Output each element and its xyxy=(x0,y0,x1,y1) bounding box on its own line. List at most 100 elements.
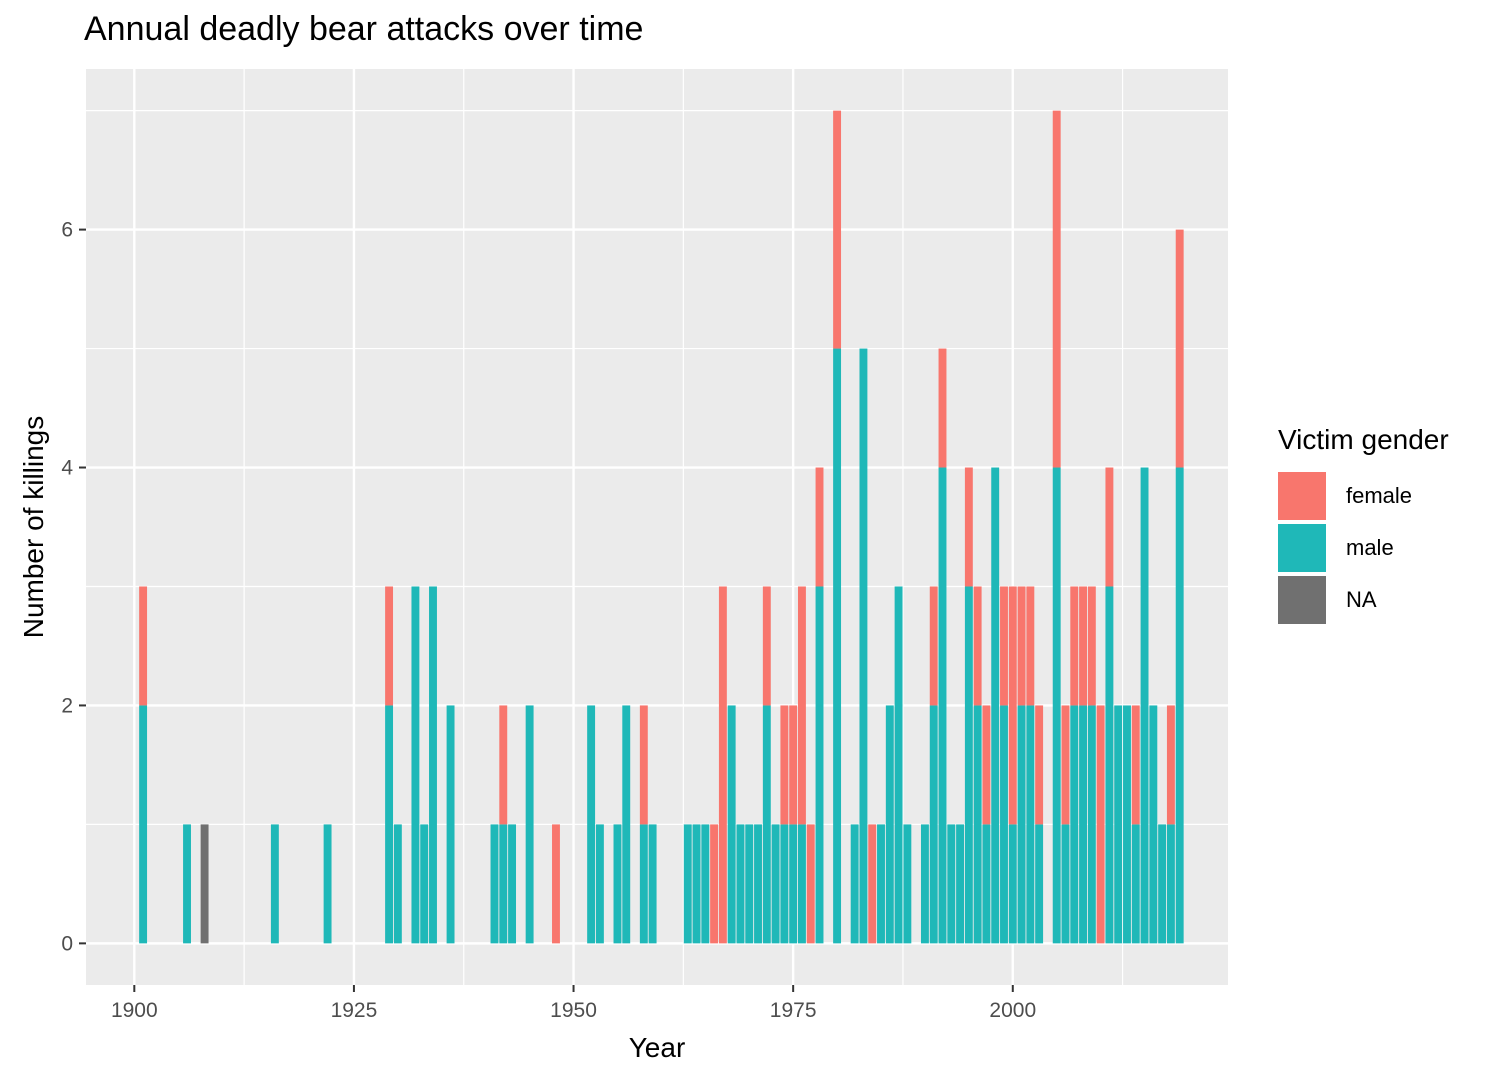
x-tick-label: 1950 xyxy=(550,999,597,1022)
bar-male-1945 xyxy=(525,705,534,944)
bar-male-1932 xyxy=(411,586,420,944)
bar-male-2014 xyxy=(1131,824,1140,944)
bar-male-1995 xyxy=(964,586,973,944)
bar-female-2002 xyxy=(1026,586,1035,706)
bar-female-1995 xyxy=(964,467,973,587)
legend-label-na: NA xyxy=(1346,587,1377,612)
bar-male-2017 xyxy=(1158,824,1167,944)
bar-male-1996 xyxy=(973,705,982,944)
bar-male-1982 xyxy=(850,824,859,944)
x-tick-label: 1975 xyxy=(770,999,817,1022)
bar-male-1963 xyxy=(683,824,692,944)
bar-female-1977 xyxy=(806,824,815,944)
bar-male-1991 xyxy=(929,705,938,944)
bar-female-2006 xyxy=(1061,705,1070,825)
legend-key-female xyxy=(1278,472,1326,520)
bar-female-2014 xyxy=(1131,705,1140,825)
y-tick-label: 6 xyxy=(61,219,73,242)
bar-female-2019 xyxy=(1175,229,1184,468)
bar-female-1942 xyxy=(499,705,508,825)
legend-item-na: NA xyxy=(1278,574,1449,626)
bar-female-2007 xyxy=(1070,586,1079,706)
bar-male-1978 xyxy=(815,586,824,944)
bar-female-2003 xyxy=(1035,705,1044,825)
bar-female-2001 xyxy=(1017,586,1026,706)
bar-male-1959 xyxy=(648,824,657,944)
bar-female-1958 xyxy=(639,705,648,825)
bar-male-1929 xyxy=(385,705,394,944)
bar-male-1952 xyxy=(587,705,596,944)
bar-female-1901 xyxy=(139,586,148,706)
bar-female-2008 xyxy=(1079,586,1088,706)
bar-female-1929 xyxy=(385,586,394,706)
bar-female-1992 xyxy=(938,348,947,468)
bar-male-1980 xyxy=(833,348,842,944)
y-tick-label: 2 xyxy=(61,694,73,717)
legend-key-male xyxy=(1278,524,1326,572)
bar-female-1974 xyxy=(780,705,789,825)
y-tick-label: 0 xyxy=(61,932,73,955)
bar-male-2009 xyxy=(1087,705,1096,944)
bar-male-1955 xyxy=(613,824,622,944)
bar-male-1953 xyxy=(595,824,604,944)
bar-male-1987 xyxy=(894,586,903,944)
bar-male-1976 xyxy=(797,824,806,944)
legend: Victim gender female male NA xyxy=(1278,424,1449,626)
bar-male-1941 xyxy=(490,824,499,944)
x-tick-label: 2000 xyxy=(989,999,1036,1022)
bar-male-1994 xyxy=(956,824,965,944)
bar-female-1997 xyxy=(982,705,991,825)
bar-male-2001 xyxy=(1017,705,1026,944)
bar-male-1974 xyxy=(780,824,789,944)
bar-male-2011 xyxy=(1105,586,1114,944)
bar-female-2018 xyxy=(1166,705,1175,825)
bar-male-1922 xyxy=(323,824,332,944)
legend-item-female: female xyxy=(1278,470,1449,522)
bar-male-1972 xyxy=(762,705,771,944)
x-tick-label: 1900 xyxy=(111,999,158,1022)
legend-title: Victim gender xyxy=(1278,424,1449,455)
bars-group xyxy=(139,110,1184,944)
bar-male-1958 xyxy=(639,824,648,944)
bar-male-1933 xyxy=(420,824,429,944)
bar-male-2003 xyxy=(1035,824,1044,944)
bar-male-1906 xyxy=(183,824,191,944)
x-axis-title: Year xyxy=(629,1032,686,1063)
bar-male-1970 xyxy=(745,824,754,944)
bar-male-2016 xyxy=(1149,705,1158,944)
bar-female-1972 xyxy=(762,586,771,706)
bar-male-1956 xyxy=(622,705,631,944)
bar-female-1984 xyxy=(868,824,877,944)
bar-male-2019 xyxy=(1175,467,1184,944)
y-axis-title: Number of killings xyxy=(18,416,49,639)
bar-male-1988 xyxy=(903,824,912,944)
bar-male-1983 xyxy=(859,348,868,944)
chart-title: Annual deadly bear attacks over time xyxy=(84,10,644,48)
bar-female-1978 xyxy=(815,467,824,587)
bar-male-2002 xyxy=(1026,705,1035,944)
bar-male-2006 xyxy=(1061,824,1070,944)
bar-female-1948 xyxy=(552,824,560,944)
bar-male-1968 xyxy=(727,705,736,944)
bar-female-1991 xyxy=(929,586,938,706)
bar-male-2000 xyxy=(1008,824,1017,944)
bar-female-1975 xyxy=(789,705,798,825)
bar-male-2012 xyxy=(1114,705,1123,944)
bar-male-2018 xyxy=(1166,824,1175,944)
bar-female-1976 xyxy=(797,586,806,825)
bar-male-1942 xyxy=(499,824,508,944)
bar-male-1936 xyxy=(446,705,455,944)
bar-female-1967 xyxy=(718,586,727,944)
bar-female-2010 xyxy=(1096,705,1105,944)
bar-male-1993 xyxy=(947,824,956,944)
legend-label-male: male xyxy=(1346,535,1394,560)
bar-male-2007 xyxy=(1070,705,1079,944)
bar-male-1934 xyxy=(429,586,437,944)
bar-male-1964 xyxy=(692,824,701,944)
y-tick-label: 4 xyxy=(61,457,73,480)
bar-male-1901 xyxy=(139,705,148,944)
bar-female-2011 xyxy=(1105,467,1114,587)
bar-female-1966 xyxy=(710,824,719,944)
bar-female-1999 xyxy=(1000,586,1008,706)
